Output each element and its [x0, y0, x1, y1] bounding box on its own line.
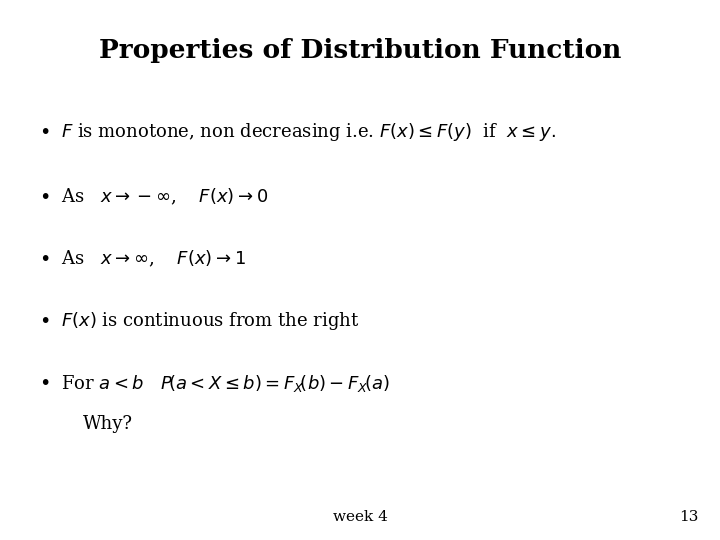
- Text: week 4: week 4: [333, 510, 387, 524]
- Text: 13: 13: [679, 510, 698, 524]
- Text: For $a < b$   $P\!\left(a < X \leq b\right) = F_X\!\left(b\right) - F_X\!\left(a: For $a < b$ $P\!\left(a < X \leq b\right…: [61, 373, 390, 394]
- Text: Why?: Why?: [83, 415, 132, 433]
- Text: •: •: [40, 123, 51, 142]
- Text: Properties of Distribution Function: Properties of Distribution Function: [99, 38, 621, 63]
- Text: $F$ is monotone, non decreasing i.e. $F(x) \leq F(y)$  if  $x \leq y.$: $F$ is monotone, non decreasing i.e. $F(…: [61, 122, 556, 143]
- Text: $F(x)$ is continuous from the right: $F(x)$ is continuous from the right: [61, 310, 359, 332]
- Text: As   $x \to \infty$,    $F(x) \to 1$: As $x \to \infty$, $F(x) \to 1$: [61, 249, 246, 269]
- Text: •: •: [40, 187, 51, 207]
- Text: •: •: [40, 249, 51, 269]
- Text: •: •: [40, 312, 51, 331]
- Text: As   $x \to -\infty$,    $F(x) \to 0$: As $x \to -\infty$, $F(x) \to 0$: [61, 187, 269, 207]
- Text: •: •: [40, 374, 51, 393]
